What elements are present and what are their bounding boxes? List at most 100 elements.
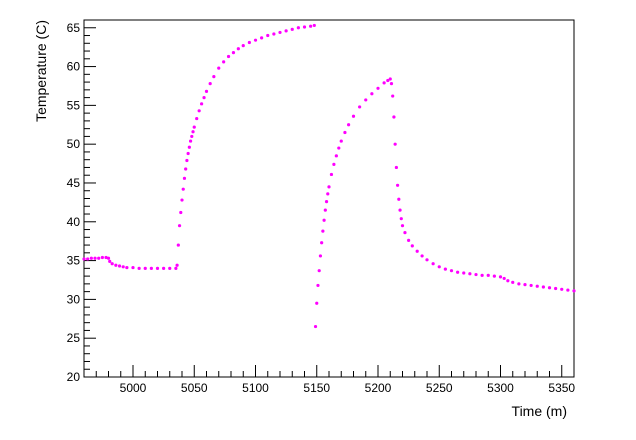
data-point xyxy=(511,280,515,284)
y-axis-ticks: 20 25 30 35 40 45 50 55 60 65 xyxy=(67,19,96,384)
data-point xyxy=(351,114,356,118)
data-point xyxy=(204,89,209,93)
data-point xyxy=(318,254,323,258)
data-point xyxy=(323,208,327,212)
data-point xyxy=(253,38,258,42)
data-point xyxy=(535,284,539,288)
data-point xyxy=(529,283,533,288)
data-point xyxy=(296,26,300,30)
data-point xyxy=(188,139,193,143)
data-point xyxy=(197,109,201,113)
data-point xyxy=(174,266,178,270)
data-point xyxy=(272,32,276,36)
data-point xyxy=(396,183,400,187)
data-points xyxy=(82,23,576,329)
data-point xyxy=(89,256,93,260)
data-point xyxy=(420,254,424,258)
data-point xyxy=(398,208,402,212)
data-point xyxy=(155,266,160,270)
x-tick-label: 5000 xyxy=(120,381,147,395)
data-point xyxy=(425,258,429,262)
data-point xyxy=(137,266,141,270)
data-point xyxy=(339,139,343,143)
y-tick-label: 35 xyxy=(67,254,81,268)
x-axis-title: Time (m) xyxy=(512,403,567,419)
x-tick-label: 5250 xyxy=(426,381,453,395)
data-point xyxy=(191,130,195,134)
data-point xyxy=(468,272,472,276)
x-tick-label: 5350 xyxy=(548,381,575,395)
data-point xyxy=(104,255,108,260)
plot-frame xyxy=(83,19,575,378)
data-point xyxy=(247,40,251,45)
data-point xyxy=(541,285,545,289)
x-tick-label: 5100 xyxy=(242,381,269,395)
data-point xyxy=(290,27,294,31)
data-point xyxy=(572,289,576,293)
data-point xyxy=(208,82,212,86)
x-tick-label: 5300 xyxy=(487,381,514,395)
y-axis-title: Temperature (C) xyxy=(33,20,49,122)
data-point xyxy=(86,257,90,261)
data-point xyxy=(212,75,216,79)
data-point xyxy=(97,256,101,260)
data-point xyxy=(108,259,112,263)
data-point xyxy=(284,29,288,33)
data-point xyxy=(403,231,407,235)
data-point xyxy=(506,279,510,283)
data-point xyxy=(492,274,496,278)
data-point xyxy=(343,130,347,135)
data-point xyxy=(302,25,307,29)
y-tick-label: 40 xyxy=(67,215,81,229)
data-point xyxy=(315,301,319,305)
data-point xyxy=(329,172,334,177)
data-point xyxy=(443,267,447,271)
data-point xyxy=(326,192,330,196)
data-point xyxy=(566,288,570,292)
data-point xyxy=(393,142,397,146)
data-point xyxy=(388,77,392,81)
data-point xyxy=(312,23,316,28)
data-point xyxy=(241,44,245,48)
data-point xyxy=(324,200,329,204)
data-point xyxy=(177,224,182,228)
data-point xyxy=(149,266,153,270)
data-point xyxy=(168,266,172,270)
data-point xyxy=(231,50,236,55)
data-point xyxy=(184,167,188,171)
data-point xyxy=(313,324,318,329)
data-point xyxy=(175,263,179,267)
data-point xyxy=(278,30,282,35)
data-point xyxy=(114,263,118,267)
data-point xyxy=(456,270,460,274)
data-point xyxy=(125,265,129,270)
data-point xyxy=(186,151,190,156)
data-point xyxy=(181,187,185,191)
data-point xyxy=(554,286,558,291)
data-point xyxy=(358,105,362,109)
x-tick-label: 5150 xyxy=(303,381,330,395)
y-tick-label: 60 xyxy=(67,60,81,74)
data-point xyxy=(391,94,395,98)
y-tick-label: 30 xyxy=(67,292,81,306)
data-point xyxy=(415,249,419,253)
data-point xyxy=(190,134,194,139)
data-point xyxy=(100,255,104,260)
data-point xyxy=(334,154,338,158)
data-point xyxy=(407,238,411,243)
data-point xyxy=(260,36,264,40)
data-point xyxy=(397,197,401,201)
data-point xyxy=(222,60,226,64)
data-point xyxy=(131,265,135,270)
data-point xyxy=(200,102,204,106)
data-point xyxy=(309,24,313,28)
data-point xyxy=(321,229,325,233)
data-point xyxy=(400,224,405,228)
data-point xyxy=(327,185,331,189)
data-point xyxy=(320,241,324,245)
y-tick-label: 65 xyxy=(67,21,81,35)
data-point xyxy=(185,158,189,163)
data-point xyxy=(502,276,506,281)
data-point xyxy=(179,210,183,215)
